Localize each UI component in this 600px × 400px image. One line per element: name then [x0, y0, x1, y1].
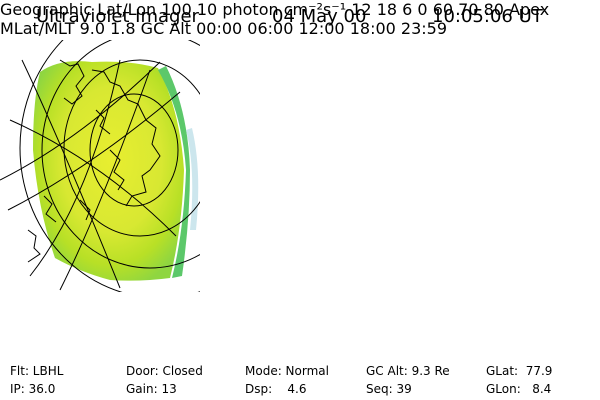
status-ip: IP: 36.0	[10, 382, 56, 396]
mlt-label-12: 12	[351, 0, 372, 19]
alt-ylabel: GC Alt	[140, 19, 191, 38]
status-seq: Seq: 39	[366, 382, 412, 396]
status-gc-alt: GC Alt: 9.3 Re	[366, 364, 450, 378]
mlt-label-6: 6	[402, 0, 413, 19]
mlt-label-18: 18	[376, 0, 398, 19]
apex-panel-label: Apex MLat/MLT	[0, 0, 550, 38]
geo-panel-label: Geographic Lat/Lon	[0, 0, 157, 19]
time-marker-line: 9.0 1.8 GC Alt 00:00 06:00 12:00 18:00 2…	[80, 19, 447, 38]
mlat-label-70: 70	[458, 0, 479, 19]
date-label: 04 May 00	[272, 6, 367, 27]
colorbar-unit-label: photon cm⁻²s⁻¹	[222, 0, 347, 19]
status-gain: Gain: 13	[126, 382, 177, 396]
alt-xtick-0000: 00:00	[196, 19, 243, 38]
status-glat: GLat: 77.9	[486, 364, 553, 378]
geo-rim-speckle	[186, 128, 199, 230]
status-door: Door: Closed	[126, 364, 203, 378]
alt-xtick-2359: 23:59	[400, 19, 448, 38]
geo-dayside-edge	[158, 66, 190, 278]
altitude-plot: 9.0 1.8 GC Alt 00:00 06:00 12:00 18:00 2…	[80, 19, 447, 38]
colorbar-tick-100: 100	[161, 0, 192, 19]
apex-polar-plot: 12 18 6 0 60 70 80	[351, 0, 509, 19]
alt-ytick-1.8: 1.8	[110, 19, 136, 38]
status-dsp: Dsp: 4.6	[245, 382, 307, 396]
coastlines	[27, 59, 161, 263]
geo-aurora-fill	[33, 61, 184, 281]
alt-xtick-1200: 12:00	[298, 19, 345, 38]
status-mode: Mode: Normal	[245, 364, 329, 378]
mlat-label-60: 60	[432, 0, 454, 19]
geographic-map	[0, 40, 200, 292]
altitude-curve: 9.0 1.8 GC Alt 00:00 06:00 12:00 18:00 2…	[80, 19, 447, 38]
status-glon: GLon: 8.4	[486, 382, 552, 396]
colorbar-tick-10: 10	[196, 0, 218, 19]
alt-xtick-0600: 06:00	[247, 19, 294, 38]
alt-ytick-9.0: 9.0	[79, 19, 106, 38]
geo-grid	[0, 40, 200, 292]
time-label: 10:05:06 UT	[432, 6, 543, 27]
colorbar: 100 10 photon cm⁻²s⁻¹	[161, 0, 351, 19]
status-flt: Flt: LBHL	[10, 364, 64, 378]
alt-xtick-1800: 18:00	[349, 19, 396, 38]
instrument-title: Ultraviolet Imager	[36, 6, 199, 27]
mlat-label-80: 80	[483, 0, 504, 19]
mlt-label-0: 0	[417, 0, 428, 19]
